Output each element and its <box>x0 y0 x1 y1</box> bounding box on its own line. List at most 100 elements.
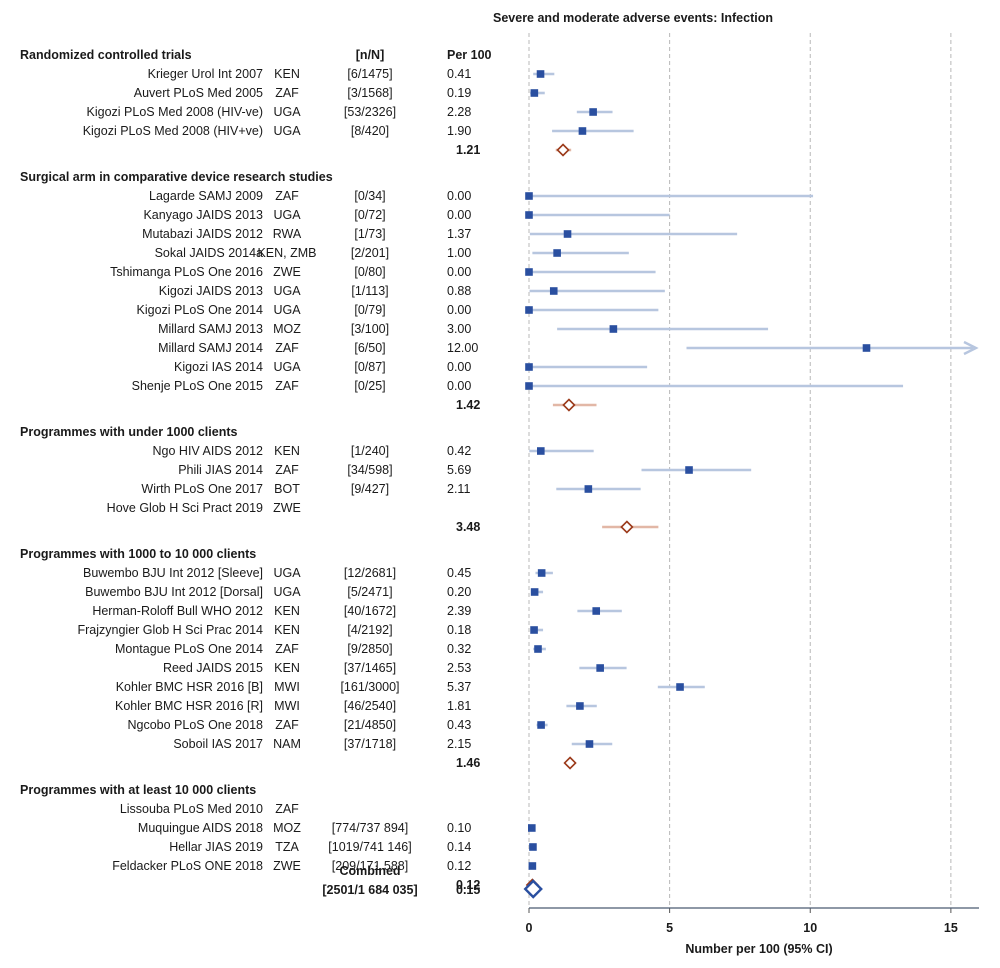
study-n-over-n: [0/25] <box>354 379 385 393</box>
combined-value: 0.15 <box>456 883 480 897</box>
study-per-100: 0.00 <box>447 379 471 393</box>
pooled-diamond <box>556 143 570 157</box>
chart-title: Severe and moderate adverse events: Infe… <box>493 11 773 25</box>
pooled-value: 1.42 <box>456 398 480 412</box>
study-point <box>537 569 546 577</box>
study-country: MOZ <box>273 821 301 835</box>
study-n-over-n: [46/2540] <box>344 699 396 713</box>
study-point <box>525 363 533 371</box>
study-per-100: 0.12 <box>447 859 471 873</box>
study-label: Soboil IAS 2017 <box>173 737 263 751</box>
study-point <box>549 287 558 295</box>
study-point <box>676 683 684 691</box>
pooled-diamond <box>620 520 634 534</box>
study-n-over-n: [9/427] <box>351 482 389 496</box>
study-label: Lagarde SAMJ 2009 <box>149 189 263 203</box>
study-per-100: 1.81 <box>447 699 471 713</box>
study-point <box>525 382 533 390</box>
study-label: Millard SAMJ 2013 <box>158 322 263 336</box>
study-n-over-n: [0/79] <box>354 303 385 317</box>
study-label: Ngcobo PLoS One 2018 <box>127 718 263 732</box>
study-label: Mutabazi JAIDS 2012 <box>142 227 263 241</box>
study-label: Buwembo BJU Int 2012 [Dorsal] <box>85 585 263 599</box>
study-point <box>537 447 545 455</box>
study-country: ZAF <box>275 802 299 816</box>
combined-diamond <box>523 879 543 899</box>
study-n-over-n: [0/72] <box>354 208 385 222</box>
study-label: Muquingue AIDS 2018 <box>138 821 263 835</box>
pooled-value: 0.12 <box>456 878 480 892</box>
study-n-over-n: [8/420] <box>351 124 389 138</box>
study-n-over-n: [34/598] <box>347 463 392 477</box>
group-heading: Randomized controlled trials <box>20 48 192 62</box>
study-point <box>525 268 533 276</box>
study-label: Reed JAIDS 2015 <box>163 661 263 675</box>
study-point <box>528 862 537 870</box>
pooled-value: 1.21 <box>456 143 480 157</box>
study-point <box>609 325 618 333</box>
study-per-100: 2.39 <box>447 604 471 618</box>
study-per-100: 0.32 <box>447 642 471 656</box>
group-heading: Programmes with 1000 to 10 000 clients <box>20 547 256 561</box>
study-country: UGA <box>273 566 301 580</box>
study-label: Lissouba PLoS Med 2010 <box>120 802 263 816</box>
study-per-100: 0.10 <box>447 821 471 835</box>
study-per-100: 0.88 <box>447 284 471 298</box>
group-heading: Programmes with under 1000 clients <box>20 425 237 439</box>
combined-label: Combined <box>339 864 400 878</box>
study-point <box>596 664 604 672</box>
group-heading: Surgical arm in comparative device resea… <box>20 170 333 184</box>
study-n-over-n: [0/34] <box>354 189 385 203</box>
group-heading: Programmes with at least 10 000 clients <box>20 783 256 797</box>
study-point <box>576 702 584 710</box>
study-label: Hove Glob H Sci Pract 2019 <box>107 501 263 515</box>
study-per-100: 5.37 <box>447 680 471 694</box>
study-country: MWI <box>274 680 300 694</box>
study-country: ZAF <box>275 718 299 732</box>
pooled-value: 1.46 <box>456 756 480 770</box>
study-n-over-n: [161/3000] <box>340 680 399 694</box>
study-point <box>585 740 594 748</box>
study-country: ZWE <box>273 501 301 515</box>
study-country: ZAF <box>275 463 299 477</box>
study-n-over-n: [37/1465] <box>344 661 396 675</box>
x-tick-label: 15 <box>944 921 958 935</box>
study-per-100: 0.00 <box>447 208 471 222</box>
study-point <box>862 344 871 352</box>
study-label: Kigozi PLoS Med 2008 (HIV+ve) <box>83 124 263 138</box>
study-country: NAM <box>273 737 301 751</box>
x-tick-label: 0 <box>526 921 533 935</box>
study-n-over-n: [774/737 894] <box>332 821 408 835</box>
study-country: ZAF <box>275 86 299 100</box>
header-n-over-n: [n/N] <box>356 48 384 62</box>
study-per-100: 0.18 <box>447 623 471 637</box>
study-label: Kigozi IAS 2014 <box>174 360 263 374</box>
study-country: ZAF <box>275 341 299 355</box>
study-n-over-n: [21/4850] <box>344 718 396 732</box>
study-label: Tshimanga PLoS One 2016 <box>110 265 263 279</box>
study-ci-arrow <box>963 340 979 356</box>
study-label: Kigozi PLoS One 2014 <box>137 303 264 317</box>
study-country: ZWE <box>273 265 301 279</box>
study-point <box>553 249 561 257</box>
study-country: TZA <box>275 840 299 854</box>
study-n-over-n: [3/100] <box>351 322 389 336</box>
study-n-over-n: [209/171 588] <box>332 859 408 873</box>
study-point <box>563 230 572 238</box>
study-country: ZWE <box>273 859 301 873</box>
study-point <box>525 192 533 200</box>
study-label: Herman-Roloff Bull WHO 2012 <box>92 604 263 618</box>
study-n-over-n: [4/2192] <box>347 623 392 637</box>
study-n-over-n: [6/50] <box>354 341 385 355</box>
study-label: Buwembo BJU Int 2012 [Sleeve] <box>83 566 263 580</box>
study-per-100: 2.11 <box>447 482 470 496</box>
study-label: Ngo HIV AIDS 2012 <box>153 444 264 458</box>
study-label: Kigozi JAIDS 2013 <box>159 284 263 298</box>
study-label: Frajzyngier Glob H Sci Prac 2014 <box>78 623 264 637</box>
study-n-over-n: [1019/741 146] <box>328 840 411 854</box>
study-country: BOT <box>274 482 300 496</box>
study-label: Sokal JAIDS 2014a <box>155 246 263 260</box>
study-label: Millard SAMJ 2014 <box>158 341 263 355</box>
study-per-100: 2.28 <box>447 105 471 119</box>
study-point <box>529 843 537 851</box>
